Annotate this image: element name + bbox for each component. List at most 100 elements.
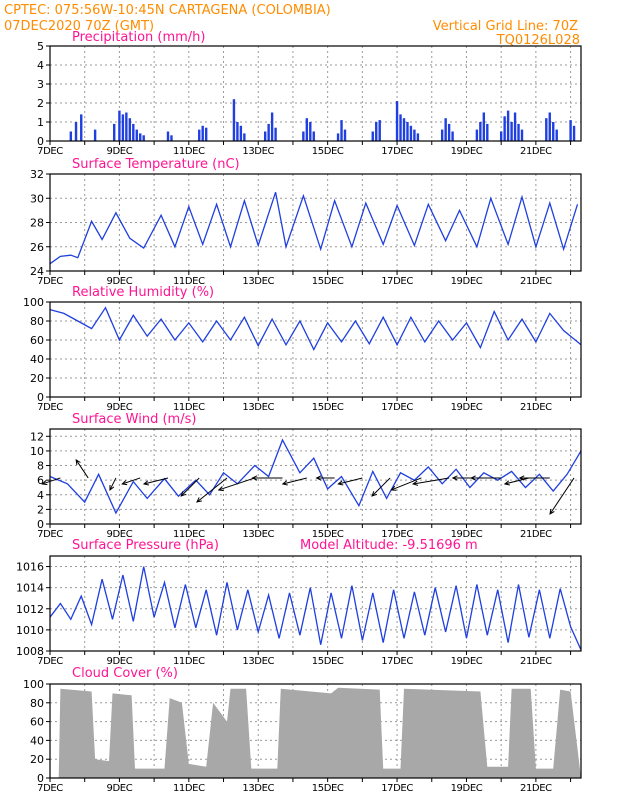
x-tick-label: 13DEC bbox=[242, 656, 274, 667]
y-tick-label: 6 bbox=[37, 474, 44, 487]
header-code: TQ0126L028 bbox=[496, 33, 580, 48]
x-tick-label: 7DEC bbox=[37, 402, 63, 413]
y-tick-label: 40 bbox=[30, 734, 44, 747]
x-tick-label: 11DEC bbox=[173, 146, 205, 157]
precip-bar bbox=[513, 112, 517, 141]
x-tick-label: 17DEC bbox=[381, 529, 413, 540]
wind-vector-head bbox=[451, 475, 458, 481]
wind-vector bbox=[504, 477, 530, 485]
precip-bar bbox=[447, 123, 451, 141]
precip-bar bbox=[232, 99, 236, 141]
wind-vector-head bbox=[121, 480, 128, 486]
precip-bar bbox=[413, 129, 416, 141]
x-tick-label: 9DEC bbox=[107, 783, 133, 794]
y-tick-label: 30 bbox=[30, 192, 44, 205]
y-tick-label: 1012 bbox=[16, 603, 44, 616]
x-tick-label: 7DEC bbox=[37, 276, 63, 287]
header-grid-note: Vertical Grid Line: 70Z bbox=[433, 19, 578, 34]
x-tick-label: 9DEC bbox=[107, 402, 133, 413]
temp-frame bbox=[49, 173, 582, 272]
precip-bar bbox=[80, 114, 83, 141]
wind-vector-head bbox=[217, 486, 224, 492]
wind-vector-head bbox=[390, 485, 397, 491]
precip-bar bbox=[506, 110, 510, 141]
rh-title: Relative Humidity (%) bbox=[72, 285, 214, 300]
x-tick-label: 19DEC bbox=[451, 783, 483, 794]
x-tick-label: 13DEC bbox=[242, 783, 274, 794]
precip-bar bbox=[440, 129, 444, 141]
y-tick-label: 100 bbox=[23, 678, 44, 691]
precip-bar bbox=[451, 131, 454, 141]
precip-bar bbox=[375, 122, 378, 141]
precip-bar bbox=[402, 118, 406, 141]
precip-bar bbox=[305, 118, 309, 141]
y-tick-label: 1 bbox=[37, 116, 44, 129]
rh-series-line bbox=[49, 306, 582, 351]
precip-bar bbox=[309, 122, 312, 141]
cloud-frame bbox=[49, 683, 582, 779]
wind-vector bbox=[338, 477, 363, 485]
x-tick-label: 9DEC bbox=[107, 276, 133, 287]
precip-bar bbox=[520, 129, 524, 141]
panel-precip: Precipitation (mm/h) 0 1 2 3 4 5 7DEC 9DEC 11DEC 1… bbox=[37, 30, 582, 157]
cloud-area bbox=[50, 687, 581, 778]
y-tick-label: 100 bbox=[23, 296, 44, 309]
precip-bar bbox=[555, 129, 558, 141]
precip-bar bbox=[552, 122, 555, 141]
temp-title: Surface Temperature (nC) bbox=[72, 157, 240, 172]
x-tick-label: 11DEC bbox=[173, 276, 205, 287]
wind-vector-head bbox=[196, 497, 202, 503]
precip-bar bbox=[113, 123, 116, 141]
wind-vector bbox=[371, 477, 391, 497]
y-tick-label: 1010 bbox=[16, 624, 44, 637]
precip-bar bbox=[198, 129, 201, 141]
x-tick-label: 19DEC bbox=[451, 529, 483, 540]
wind-vector-head bbox=[281, 480, 288, 486]
precip-bar bbox=[302, 131, 305, 141]
x-tick-label: 21DEC bbox=[520, 656, 552, 667]
y-tick-label: 26 bbox=[30, 241, 44, 254]
precip-bar bbox=[118, 110, 121, 141]
panel-temp: Surface Temperature (nC) 24 26 28 30 32 7DEC 9D… bbox=[30, 157, 582, 287]
precip-bar bbox=[243, 133, 246, 141]
y-tick-label: 20 bbox=[30, 372, 44, 385]
precip-bar bbox=[486, 123, 489, 141]
wind-vector bbox=[109, 477, 117, 491]
y-tick-label: 10 bbox=[30, 445, 44, 458]
wind-vector bbox=[180, 477, 200, 497]
precip-bar bbox=[139, 133, 142, 141]
precip-bar bbox=[406, 122, 409, 141]
header-date: 07DEC2020 70Z (GMT) bbox=[4, 19, 154, 34]
x-tick-label: 7DEC bbox=[37, 146, 63, 157]
precip-bar bbox=[204, 127, 208, 141]
wind-vector bbox=[75, 459, 89, 479]
wind-vector bbox=[413, 477, 450, 485]
panel-press: Surface Pressure (hPa) Model Altitude: -9… bbox=[16, 538, 582, 667]
wind-title: Surface Wind (m/s) bbox=[72, 412, 196, 427]
press-series-line bbox=[49, 566, 582, 651]
precip-bar bbox=[371, 131, 374, 141]
y-tick-label: 8 bbox=[37, 460, 44, 473]
x-tick-label: 15DEC bbox=[312, 402, 344, 413]
x-tick-label: 11DEC bbox=[173, 529, 205, 540]
y-tick-label: 1016 bbox=[16, 561, 44, 574]
x-tick-label: 15DEC bbox=[312, 783, 344, 794]
precip-bar bbox=[343, 129, 347, 141]
precip-bar bbox=[142, 135, 145, 141]
x-tick-label: 19DEC bbox=[451, 656, 483, 667]
y-tick-label: 5 bbox=[37, 40, 44, 53]
precip-bar bbox=[340, 120, 343, 141]
precip-bar bbox=[510, 122, 513, 141]
x-tick-label: 17DEC bbox=[381, 402, 413, 413]
precip-bar bbox=[166, 131, 170, 141]
x-tick-label: 17DEC bbox=[381, 146, 413, 157]
x-tick-label: 15DEC bbox=[312, 656, 344, 667]
wind-vector bbox=[391, 477, 422, 491]
y-tick-label: 2 bbox=[37, 503, 44, 516]
y-tick-label: 3 bbox=[37, 78, 44, 91]
y-tick-label: 80 bbox=[30, 315, 44, 328]
y-tick-label: 4 bbox=[37, 59, 44, 72]
precip-bar bbox=[74, 122, 78, 141]
precip-bar bbox=[93, 129, 97, 141]
x-tick-label: 15DEC bbox=[312, 529, 344, 540]
